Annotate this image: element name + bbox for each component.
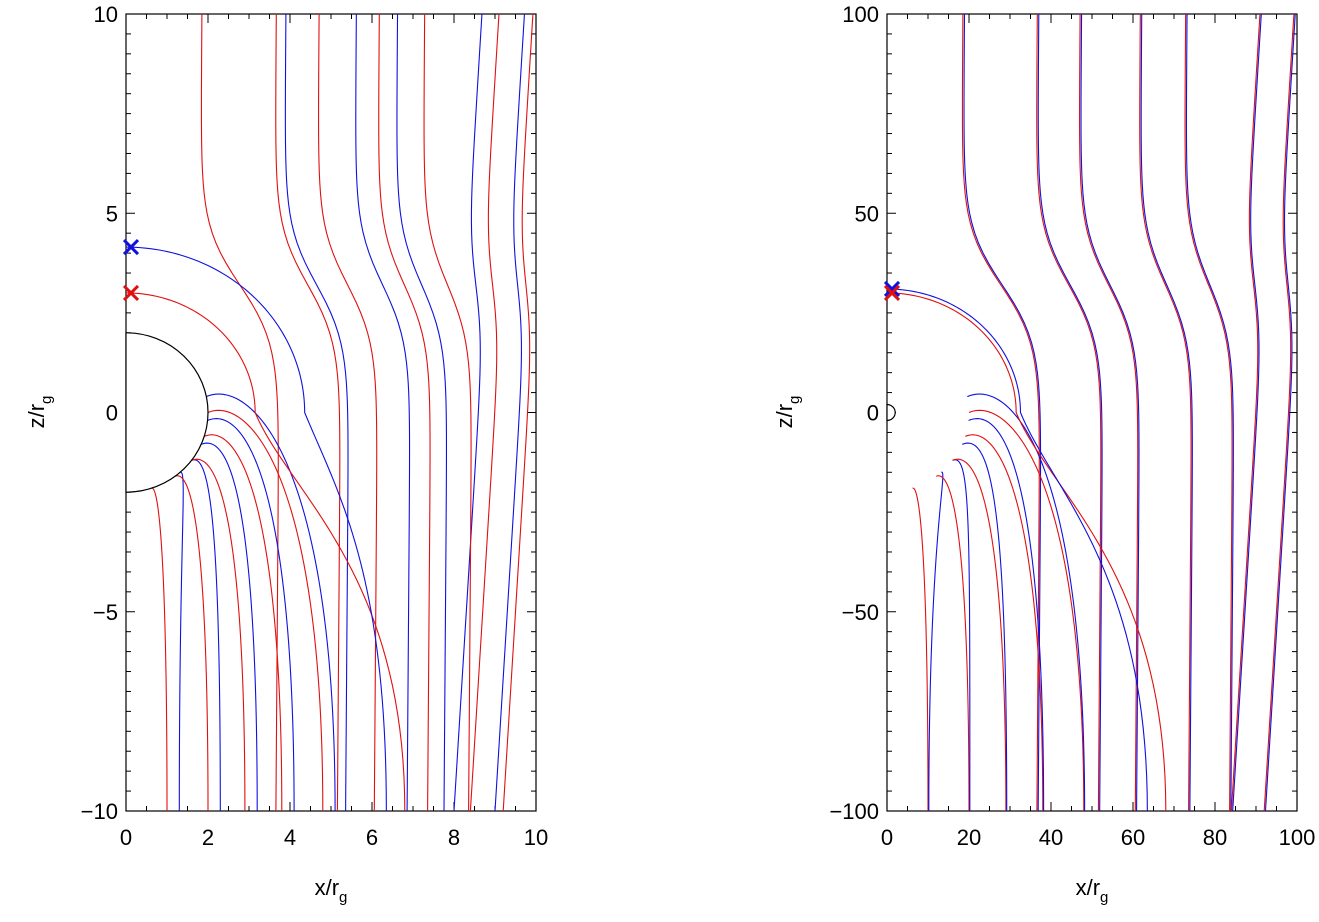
blue-field-line <box>396 14 448 811</box>
y-tick-label: 5 <box>106 201 118 226</box>
blue-field-line <box>206 393 336 811</box>
blue-field-line <box>961 442 1008 811</box>
red-field-line <box>1230 14 1261 811</box>
x-tick-label: 80 <box>1203 825 1227 850</box>
blue-field-line <box>494 14 525 811</box>
field-lines-clipped <box>126 14 605 811</box>
y-tick-label: 50 <box>855 201 879 226</box>
red-field-line <box>318 14 378 811</box>
blue-field-line <box>191 459 221 811</box>
red-field-line <box>175 475 209 811</box>
x-tick-label: 8 <box>448 825 460 850</box>
red-field-line <box>423 14 472 811</box>
blue-field-line <box>1264 14 1296 811</box>
x-tick-label: 4 <box>284 825 296 850</box>
x-marker <box>122 239 140 256</box>
blue-field-line <box>453 14 483 811</box>
x-marker <box>883 284 901 302</box>
blue-field-line <box>963 14 1042 811</box>
y-tick-label: 0 <box>106 401 118 426</box>
red-field-line <box>1036 14 1102 811</box>
right-ticks <box>886 13 1298 812</box>
x-tick-label: 0 <box>881 825 893 850</box>
blue-field-line <box>968 418 1045 811</box>
x-tick-label: 0 <box>120 825 132 850</box>
right-markers <box>883 280 901 302</box>
red-field-line <box>151 487 168 811</box>
y-tick-label: −100 <box>829 799 879 824</box>
right-plot-frame <box>886 13 1298 812</box>
red-field-line <box>968 409 1085 811</box>
field-lines-clipped <box>887 14 1296 811</box>
red-field-line <box>912 487 929 811</box>
red-field-line <box>275 14 341 811</box>
left-panel: 0 2 4 6 8 10 −10 −5 0 5 10 x/rg z/rg <box>24 2 605 906</box>
red-field-line <box>200 14 279 811</box>
x-tick-label: 60 <box>1121 825 1145 850</box>
y-tick-label: 0 <box>867 401 879 426</box>
blue-field-line <box>573 14 605 811</box>
left-y-axis-title: z/rg <box>24 396 55 429</box>
y-tick-label: −10 <box>81 799 118 824</box>
blue-field-line <box>207 418 295 811</box>
red-field-line <box>936 475 970 811</box>
x-marker <box>122 284 140 302</box>
red-field-line <box>126 292 406 811</box>
x-tick-label: 20 <box>957 825 981 850</box>
red-field-line <box>1184 14 1233 811</box>
y-tick-label: −50 <box>842 600 879 625</box>
blue-field-line <box>1140 14 1193 811</box>
y-tick-label: −5 <box>93 600 118 625</box>
x-tick-label: 2 <box>202 825 214 850</box>
red-field-line <box>961 14 1040 811</box>
left-x-axis-title: x/rg <box>315 875 348 906</box>
blue-field-line <box>967 393 1086 811</box>
red-field-line <box>191 458 246 811</box>
y-tick-label: 100 <box>842 2 879 27</box>
red-field-line <box>1139 14 1192 811</box>
red-field-line <box>952 458 1007 811</box>
blue-field-line <box>540 14 571 811</box>
x-tick-label: 6 <box>366 825 378 850</box>
blue-field-line <box>178 471 184 811</box>
blue-field-line <box>1185 14 1234 811</box>
blue-field-line <box>200 442 258 811</box>
right-tick-labels: 0 20 40 60 80 100 −100 −50 0 50 100 <box>829 2 1315 850</box>
x-marker <box>883 280 901 298</box>
right-y-axis-title: z/rg <box>772 396 803 429</box>
right-field-lines <box>887 14 1296 811</box>
left-field-lines <box>126 14 605 811</box>
red-field-line <box>378 14 431 811</box>
right-horizon <box>886 403 896 422</box>
red-field-line <box>502 14 534 811</box>
blue-field-line <box>284 14 349 811</box>
left-horizon <box>125 332 209 493</box>
right-x-axis-title: x/rg <box>1076 875 1109 906</box>
red-field-line <box>207 409 324 811</box>
blue-field-line <box>1037 14 1103 811</box>
blue-field-line <box>355 14 411 811</box>
blue-field-line <box>928 471 944 811</box>
x-tick-label: 40 <box>1039 825 1063 850</box>
red-field-line <box>1079 14 1139 811</box>
red-field-line <box>204 434 283 811</box>
red-field-line <box>469 14 500 811</box>
blue-field-line <box>952 459 971 811</box>
x-tick-label: 100 <box>1279 825 1316 850</box>
right-panel: 0 20 40 60 80 100 −100 −50 0 50 100 x/rg z/rg <box>772 2 1315 906</box>
y-tick-label: 10 <box>94 2 118 27</box>
left-tick-labels: 0 2 4 6 8 10 −10 −5 0 5 10 <box>81 2 549 850</box>
x-tick-label: 10 <box>524 825 548 850</box>
red-field-line <box>965 434 1044 811</box>
blue-field-line <box>887 288 1148 811</box>
black-hole-horizon <box>886 403 896 422</box>
blue-field-line <box>126 246 387 811</box>
red-field-line <box>887 292 1167 811</box>
left-markers <box>122 239 140 302</box>
black-hole-horizon <box>125 332 209 493</box>
blue-field-line <box>1232 14 1262 811</box>
blue-field-line <box>1080 14 1140 811</box>
red-field-line <box>1263 14 1295 811</box>
